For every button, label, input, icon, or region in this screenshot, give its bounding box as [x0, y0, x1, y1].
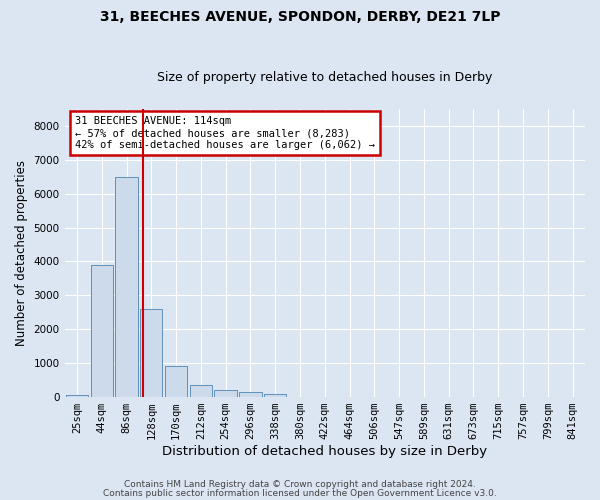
Text: 31, BEECHES AVENUE, SPONDON, DERBY, DE21 7LP: 31, BEECHES AVENUE, SPONDON, DERBY, DE21… [100, 10, 500, 24]
Text: Contains public sector information licensed under the Open Government Licence v3: Contains public sector information licen… [103, 488, 497, 498]
Y-axis label: Number of detached properties: Number of detached properties [15, 160, 28, 346]
Bar [214, 390, 237, 396]
Bar [115, 177, 137, 396]
Title: Size of property relative to detached houses in Derby: Size of property relative to detached ho… [157, 72, 493, 85]
Bar [239, 392, 262, 396]
Bar [190, 385, 212, 396]
Bar [91, 265, 113, 396]
Bar [165, 366, 187, 396]
Bar [140, 308, 163, 396]
Text: Contains HM Land Registry data © Crown copyright and database right 2024.: Contains HM Land Registry data © Crown c… [124, 480, 476, 489]
Text: 31 BEECHES AVENUE: 114sqm
← 57% of detached houses are smaller (8,283)
42% of se: 31 BEECHES AVENUE: 114sqm ← 57% of detac… [75, 116, 375, 150]
Bar [66, 395, 88, 396]
X-axis label: Distribution of detached houses by size in Derby: Distribution of detached houses by size … [162, 444, 487, 458]
Bar [264, 394, 286, 396]
